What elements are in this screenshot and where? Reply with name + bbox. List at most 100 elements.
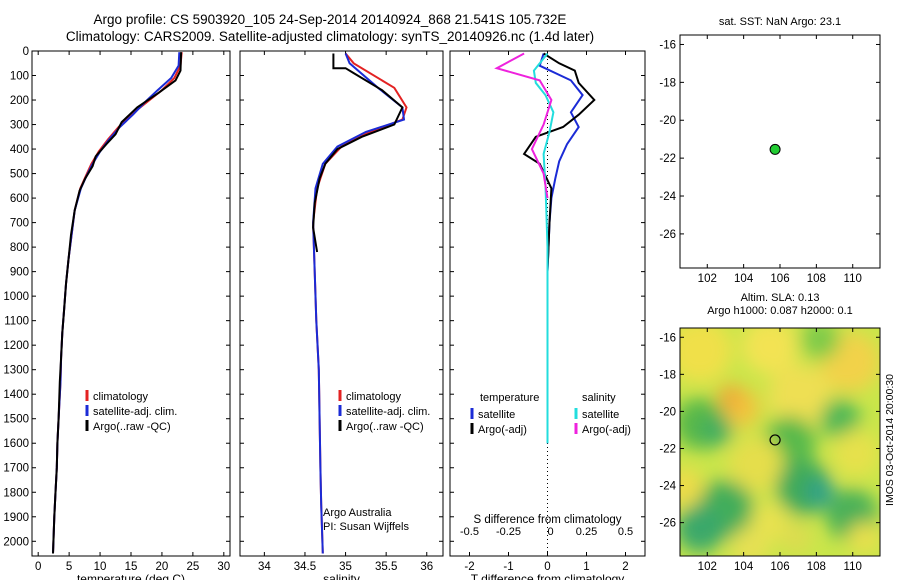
x-tick-label: 25 [186, 561, 199, 573]
x-tick-label: 2 [622, 561, 628, 573]
x-tick-label: 108 [807, 273, 826, 285]
y-tick-label: 1900 [3, 512, 29, 524]
legend-title: temperature [480, 392, 539, 404]
y-tick-label: 1300 [3, 365, 29, 377]
argo-location-marker [769, 434, 781, 446]
y-tick-label: 1500 [3, 414, 29, 426]
y-tick-label: 700 [10, 218, 29, 230]
x-tick-label: 35.5 [375, 561, 397, 573]
legend-label: Argo(-adj) [478, 424, 527, 436]
x-axis-label: T difference from climatology [471, 572, 625, 580]
sla-patch [728, 436, 784, 493]
y-tick-label: -18 [659, 369, 676, 381]
series-line-argo-raw-qc- [312, 53, 404, 253]
sla-field [680, 328, 880, 556]
sla-patch [730, 526, 770, 556]
figure-title-line2: Climatology: CARS2009. Satellite-adjuste… [65, 29, 595, 44]
sla-patch [800, 328, 840, 360]
x-axis-label: temperature (deg C) [77, 572, 185, 580]
y-tick-label: 200 [10, 95, 29, 107]
sla-patch [680, 504, 724, 553]
x-tick-label: 36 [420, 561, 433, 573]
x-tick-label: 35 [339, 561, 352, 573]
series-line-argo-adj- [494, 52, 553, 199]
x-tick-label: 110 [844, 273, 862, 285]
panel-salinity [239, 50, 444, 557]
top-tick-label: 0.25 [576, 526, 597, 538]
x-tick-label: 106 [770, 561, 789, 573]
legend-label: satellite [478, 409, 515, 421]
sla-patch [680, 328, 732, 383]
y-tick-label: -16 [659, 39, 676, 51]
sla-patch [820, 399, 860, 440]
sla-patch [700, 414, 732, 447]
x-tick-label: 5 [66, 561, 72, 573]
sla-patch [742, 328, 798, 375]
annotation-line: Argo Australia [323, 507, 392, 519]
top-tick-label: -0.5 [460, 526, 479, 538]
x-tick-label: 110 [844, 561, 862, 573]
legend-label: satellite [582, 409, 619, 421]
y-tick-label: -18 [659, 77, 676, 89]
legend-label: Argo(..raw -QC) [93, 421, 171, 433]
y-tick-label: 1000 [3, 291, 29, 303]
legend-label: Argo(..raw -QC) [346, 421, 424, 433]
sla-patch [806, 478, 834, 507]
panel-temperature [31, 50, 231, 557]
top-tick-label: 0.5 [618, 526, 633, 538]
y-tick-label: -20 [659, 115, 676, 127]
x-tick-label: 104 [734, 273, 754, 285]
y-tick-label: 300 [10, 120, 29, 132]
x-tick-label: 15 [125, 561, 138, 573]
sla-map-title-line2: Argo h1000: 0.087 h2000: 0.1 [707, 305, 853, 317]
x-tick-label: 10 [94, 561, 107, 573]
x-tick-label: 108 [807, 561, 826, 573]
y-tick-label: 1200 [3, 340, 29, 352]
sst-map-title: sat. SST: NaN Argo: 23.1 [718, 16, 842, 28]
y-tick-label: -22 [659, 153, 676, 165]
y-tick-label: 1400 [3, 389, 29, 401]
y-tick-label: 500 [10, 169, 29, 181]
sla-map [679, 327, 881, 557]
sla-patch [848, 521, 880, 554]
figure-title-line1: Argo profile: CS 5903920_105 24-Sep-2014… [93, 12, 567, 27]
sla-patch [768, 364, 832, 429]
sla-patch [832, 429, 880, 478]
panel-difference [449, 50, 646, 557]
plot-frame [239, 50, 444, 557]
legend-label: Argo(-adj) [582, 424, 631, 436]
y-tick-label: 1700 [3, 463, 29, 475]
top-tick-label: 0 [547, 526, 553, 538]
legend-label: satellite-adj. clim. [93, 406, 177, 418]
y-tick-label: 800 [10, 242, 29, 254]
y-tick-label: -20 [659, 406, 676, 418]
x-tick-label: 1 [583, 561, 589, 573]
y-tick-label: -24 [659, 481, 676, 493]
x-tick-label: 34 [258, 561, 271, 573]
y-tick-label: -26 [659, 518, 676, 530]
y-tick-label: 600 [10, 193, 29, 205]
x-tick-label: -2 [464, 561, 474, 573]
plot-frame [31, 50, 231, 557]
legend-label: climatology [346, 391, 402, 403]
argo-location-marker [769, 143, 781, 155]
annotation-line: PI: Susan Wijffels [323, 521, 409, 533]
y-tick-label: -16 [659, 332, 676, 344]
sla-map-title-line1: Altim. SLA: 0.13 [740, 292, 820, 304]
legend-label: climatology [93, 391, 149, 403]
y-tick-label: 0 [23, 46, 29, 58]
y-tick-label: 400 [10, 144, 29, 156]
y-tick-label: 900 [10, 267, 29, 279]
sla-patch [718, 384, 742, 409]
legend-title: salinity [582, 392, 616, 404]
x-tick-label: -1 [503, 561, 513, 573]
x-tick-label: 106 [770, 273, 789, 285]
top-tick-label: -0.25 [496, 526, 521, 538]
sla-blobs [680, 328, 880, 556]
imos-timestamp-label: IMOS 03-Oct-2014 20:00:30 [884, 374, 896, 506]
y-tick-label: -26 [659, 229, 676, 241]
y-tick-label: 1100 [4, 316, 29, 328]
sla-patch [680, 467, 704, 508]
x-tick-label: 102 [698, 561, 717, 573]
